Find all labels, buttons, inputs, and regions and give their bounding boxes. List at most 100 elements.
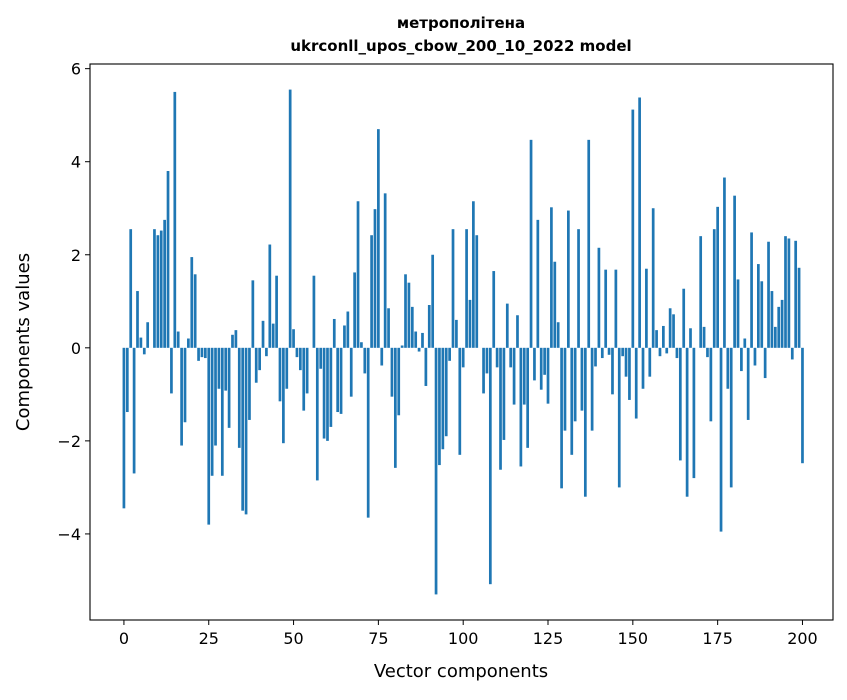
bar-182 (740, 348, 743, 371)
bar-118 (523, 348, 526, 405)
bar-188 (760, 281, 763, 348)
bar-125 (547, 348, 550, 404)
bar-166 (686, 348, 689, 497)
y-tick-label--4: −4 (57, 525, 81, 544)
bar-34 (238, 348, 241, 448)
bars-group (123, 90, 804, 595)
x-tick-label-150: 150 (618, 629, 649, 648)
bar-143 (608, 348, 611, 355)
bar-111 (499, 348, 502, 470)
bar-74 (374, 209, 377, 348)
bar-90 (428, 305, 431, 348)
x-tick-label-0: 0 (119, 629, 129, 648)
bar-136 (584, 348, 587, 497)
bar-120 (530, 140, 533, 348)
bar-83 (404, 274, 407, 348)
bar-102 (469, 300, 472, 348)
bar-124 (543, 348, 546, 375)
bar-38 (251, 280, 254, 347)
bar-2 (129, 229, 132, 348)
bar-9 (153, 229, 156, 348)
bar-195 (784, 236, 787, 348)
bar-145 (615, 270, 618, 348)
bar-26 (211, 348, 214, 476)
bar-159 (662, 326, 665, 348)
x-tick-label-75: 75 (368, 629, 388, 648)
bar-40 (258, 348, 261, 370)
bar-126 (550, 207, 553, 348)
bar-61 (330, 348, 333, 427)
bar-147 (621, 348, 624, 356)
bar-89 (425, 348, 428, 386)
bar-47 (282, 348, 285, 443)
bar-173 (710, 348, 713, 422)
bar-92 (435, 348, 438, 595)
bar-73 (370, 235, 373, 348)
bar-78 (387, 308, 390, 348)
bar-130 (564, 348, 567, 431)
bar-95 (445, 348, 448, 436)
bar-178 (726, 348, 729, 389)
bar-76 (380, 348, 383, 366)
bar-167 (689, 328, 692, 348)
bar-156 (652, 208, 655, 348)
bar-63 (336, 348, 339, 412)
bar-132 (570, 348, 573, 455)
bar-140 (598, 248, 601, 348)
bar-108 (489, 348, 492, 584)
bar-129 (560, 348, 563, 489)
y-tick-label-0: 0 (71, 339, 81, 358)
bar-27 (214, 348, 217, 446)
bar-14 (170, 348, 173, 394)
bar-148 (625, 348, 628, 377)
bar-165 (682, 289, 685, 348)
bar-131 (567, 211, 570, 348)
bar-127 (553, 262, 556, 348)
bar-135 (581, 348, 584, 411)
bar-189 (764, 348, 767, 378)
bar-7 (146, 322, 149, 348)
bar-13 (167, 171, 170, 348)
x-tick-label-50: 50 (283, 629, 303, 648)
bar-121 (533, 348, 536, 381)
bar-60 (326, 348, 329, 441)
bar-144 (611, 348, 614, 395)
bar-6 (143, 348, 146, 355)
x-tick-label-200: 200 (787, 629, 818, 648)
bar-177 (723, 178, 726, 348)
bar-198 (794, 241, 797, 348)
chart-title-line-1: метрополітена (397, 14, 525, 32)
bar-82 (401, 345, 404, 347)
bar-103 (472, 201, 475, 348)
bar-162 (672, 314, 675, 348)
bar-151 (635, 348, 638, 419)
bar-87 (418, 348, 421, 352)
bar-32 (231, 335, 234, 348)
bar-3 (133, 348, 136, 474)
bar-160 (665, 348, 668, 354)
bar-128 (557, 322, 560, 348)
bar-190 (767, 242, 770, 348)
bar-183 (743, 339, 746, 348)
bar-116 (516, 315, 519, 348)
bar-48 (285, 348, 288, 389)
bar-5 (140, 338, 143, 348)
y-tick-label-2: 2 (71, 246, 81, 265)
x-axis-label: Vector components (374, 661, 548, 682)
bar-104 (475, 235, 478, 348)
bar-112 (503, 348, 506, 440)
bar-93 (438, 348, 441, 465)
bar-200 (801, 348, 804, 463)
bar-106 (482, 348, 485, 394)
bar-154 (645, 269, 648, 348)
bar-20 (190, 257, 193, 348)
bar-67 (350, 348, 353, 397)
bar-96 (448, 348, 451, 361)
bar-50 (292, 329, 295, 348)
y-tick-label-4: 4 (71, 153, 81, 172)
bar-31 (228, 348, 231, 428)
bar-155 (648, 348, 651, 377)
bar-54 (306, 348, 309, 394)
